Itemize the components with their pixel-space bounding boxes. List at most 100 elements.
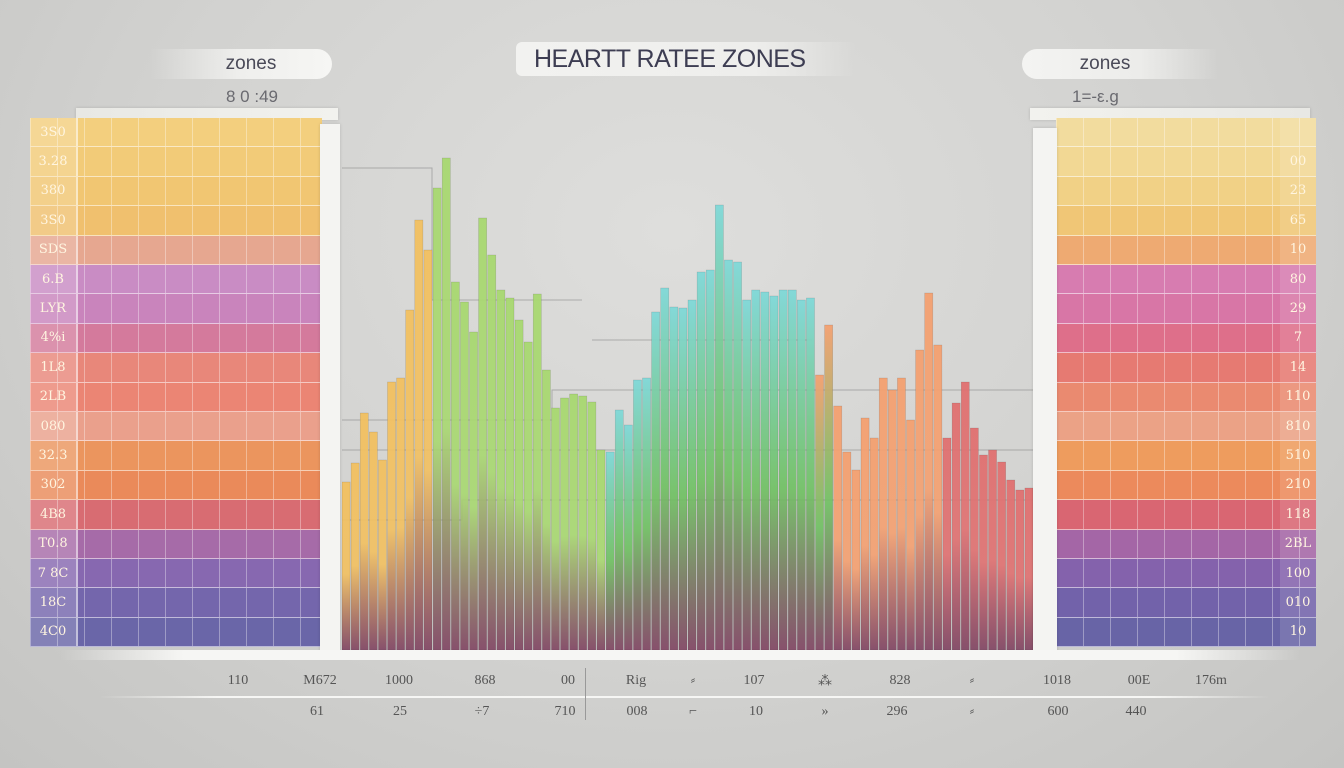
bar: [624, 424, 633, 650]
zone-label: T0.8: [30, 529, 78, 558]
row-grid: [1056, 118, 1316, 147]
bar: [451, 281, 460, 650]
bottom-label: ⸗: [969, 704, 975, 719]
bottom-label: 61: [310, 704, 324, 719]
row-grid: [30, 353, 322, 382]
row-grid: [30, 294, 322, 323]
zone-row: 29: [1056, 294, 1316, 324]
zone-label: 3S0: [30, 118, 78, 147]
zone-label: [1280, 118, 1316, 147]
zone-label: 18C: [30, 588, 78, 617]
right-subtitle: 1=-ε.g: [1072, 87, 1119, 106]
bottom-label: 008: [626, 704, 648, 719]
zone-row: 3S0: [30, 118, 322, 148]
zone-row: 3S0: [30, 206, 322, 236]
bar: [478, 217, 487, 650]
left-zones-label: zones: [150, 49, 332, 79]
zone-row: T0.8: [30, 529, 322, 559]
row-grid: [30, 470, 322, 500]
bottom-label: ⌐: [689, 704, 697, 719]
bottom-label: 828: [889, 673, 911, 688]
left-zones-text: zones: [225, 53, 277, 74]
bar: [651, 311, 660, 650]
bar: [924, 292, 934, 650]
zone-label: 302: [30, 470, 78, 500]
bar: [469, 331, 478, 650]
bar: [842, 451, 852, 650]
bar: [505, 297, 515, 650]
bar: [369, 431, 378, 650]
bar: [569, 393, 578, 650]
bar: [951, 402, 961, 650]
bar: [942, 437, 952, 650]
zone-label: 2LB: [30, 382, 78, 411]
zone-label: 080: [30, 412, 78, 441]
zone-row: LYR: [30, 294, 322, 324]
bottom-divider: [100, 696, 1270, 698]
bar: [560, 397, 569, 650]
bar: [815, 374, 824, 650]
bottom-label: 1018: [1043, 673, 1071, 688]
zone-label: 1L8: [30, 353, 78, 382]
zone-label: 10: [1280, 617, 1316, 647]
zone-label: 65: [1280, 206, 1316, 235]
zone-row: 118: [1056, 500, 1316, 530]
bar: [705, 269, 715, 650]
chart-title: HEARTT RATEE ZONES: [516, 42, 856, 76]
zone-row: 7 8C: [30, 559, 322, 589]
bottom-label: Rig: [625, 673, 647, 688]
bar: [342, 481, 351, 650]
zone-row: 6.B: [30, 265, 322, 295]
row-grid: [30, 588, 322, 617]
row-grid: [1056, 265, 1316, 294]
zone-label: 110: [1280, 382, 1316, 411]
row-grid: [30, 500, 322, 529]
right-zones-label: zones: [1022, 49, 1218, 79]
zone-label: SDS: [30, 235, 78, 264]
zone-label: 7: [1280, 323, 1316, 353]
bar: [1006, 479, 1016, 650]
bottom-label: 600: [1047, 704, 1069, 719]
zone-row: 3.28: [30, 147, 322, 177]
bar: [687, 299, 697, 650]
gridline: [342, 167, 582, 301]
row-grid: [30, 441, 322, 470]
bar: [678, 307, 688, 650]
bottom-label: »: [821, 704, 829, 719]
zone-row: 2LB: [30, 382, 322, 412]
bar: [878, 377, 888, 650]
zone-row: SDS: [30, 235, 322, 265]
bar: [405, 309, 415, 650]
zone-row: 10: [1056, 617, 1316, 648]
left-axis-column: [320, 124, 340, 654]
row-grid: [1056, 441, 1316, 470]
zone-label: 3S0: [30, 206, 78, 235]
bar: [487, 254, 497, 650]
row-grid: [30, 529, 322, 558]
bottom-separator: [585, 668, 586, 720]
bar: [614, 409, 624, 650]
row-grid: [1056, 147, 1316, 176]
bottom-label: 868: [474, 673, 496, 688]
bar: [378, 459, 387, 650]
bottom-label: 710: [554, 704, 576, 719]
row-grid: [30, 265, 322, 294]
zone-row: 14: [1056, 353, 1316, 383]
zone-label: 2BL: [1280, 529, 1316, 558]
zone-label: 118: [1280, 500, 1316, 529]
row-grid: [1056, 176, 1316, 206]
bar: [642, 377, 651, 650]
bar: [596, 449, 606, 650]
zone-label: LYR: [30, 294, 78, 323]
bar: [906, 419, 915, 650]
row-grid: [1056, 529, 1316, 558]
row-grid: [30, 323, 322, 353]
bar: [460, 301, 469, 650]
bar: [587, 401, 597, 650]
bar: [997, 461, 1006, 650]
right-axis-column: [1033, 128, 1057, 654]
bottom-label: 296: [886, 704, 908, 719]
bottom-label: M672: [303, 673, 337, 688]
row-grid: [1056, 559, 1316, 588]
bottom-label: 10: [749, 704, 763, 719]
